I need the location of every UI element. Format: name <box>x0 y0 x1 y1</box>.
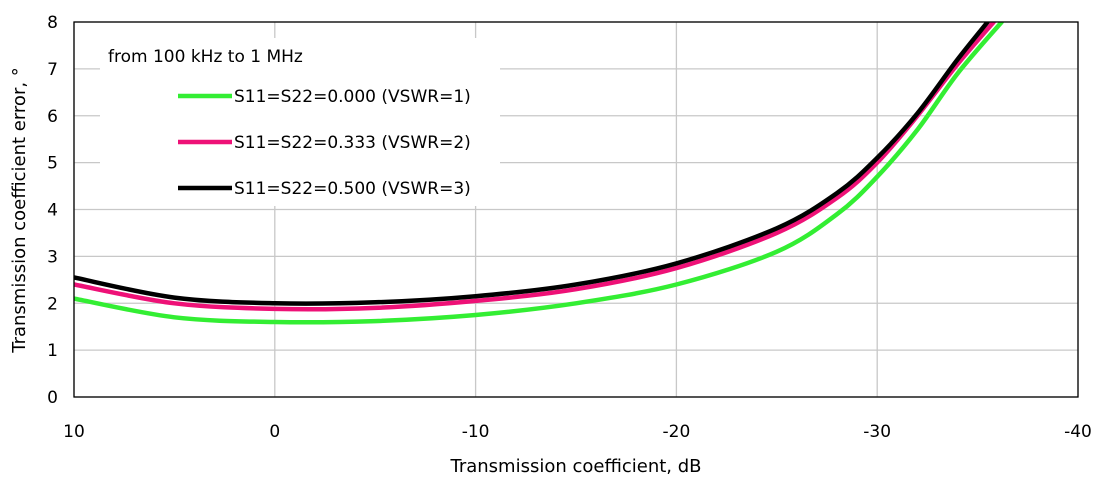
legend-label-1: S11=S22=0.000 (VSWR=1) <box>234 87 471 107</box>
y-tick-label: 2 <box>47 294 58 314</box>
y-tick-label: 7 <box>47 60 58 80</box>
y-axis-label: Transmission coefficient error, ° <box>9 67 30 354</box>
series-layer <box>74 22 1004 325</box>
x-tick-label: -20 <box>663 422 691 442</box>
x-tick-label: -30 <box>863 422 891 442</box>
legend: S11=S22=0.000 (VSWR=1) S11=S22=0.333 (VSW… <box>178 87 471 199</box>
plot-frame <box>73 21 1079 398</box>
series-line-1 <box>74 22 1004 325</box>
y-tick-label: 5 <box>47 154 58 174</box>
legend-annotation: from 100 kHz to 1 MHz <box>108 47 303 67</box>
x-tick-label: 10 <box>63 422 85 442</box>
legend-label-3: S11=S22=0.500 (VSWR=3) <box>234 179 471 199</box>
y-tick-label: 0 <box>47 388 58 408</box>
y-tick-label: 8 <box>47 13 58 33</box>
legend-label-2: S11=S22=0.333 (VSWR=2) <box>234 133 471 153</box>
x-tick-label: -40 <box>1064 422 1092 442</box>
y-tick-label: 4 <box>47 201 58 221</box>
y-tick-label: 6 <box>47 107 58 127</box>
y-tick-label: 3 <box>47 247 58 267</box>
x-tick-label: -10 <box>462 422 490 442</box>
x-tick-label: 0 <box>269 422 280 442</box>
y-tick-label: 1 <box>47 341 58 361</box>
x-axis-label: Transmission coefficient, dB <box>449 456 701 477</box>
legend-background <box>100 38 500 206</box>
series-line-3 <box>74 22 990 306</box>
